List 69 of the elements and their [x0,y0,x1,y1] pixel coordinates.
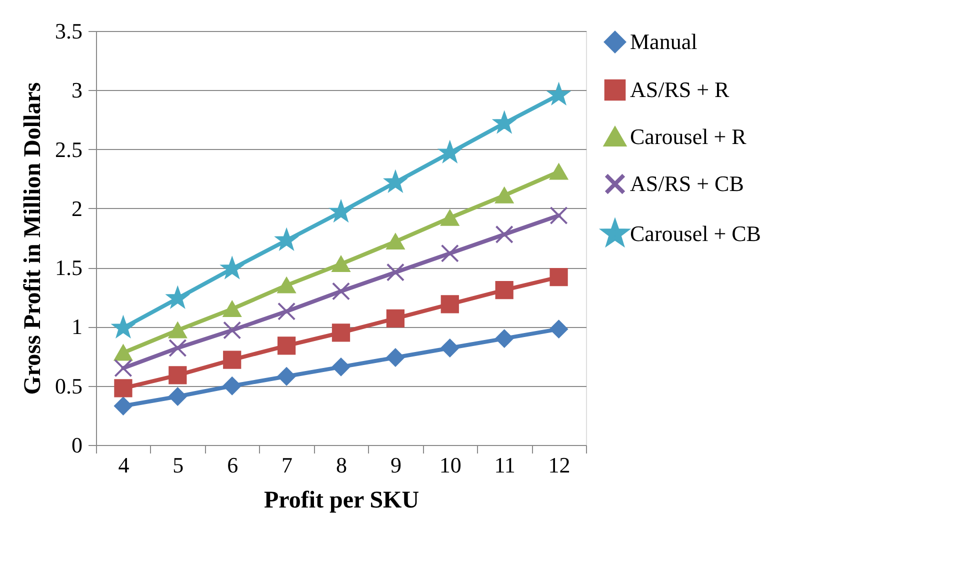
point [550,320,568,338]
point [440,210,459,226]
point [495,280,514,300]
y-tick-label: 0.5 [55,373,82,398]
x-tick-label: 5 [172,452,184,478]
x-tick-label: 10 [439,452,462,478]
x-axis-title: Profit per SKU [264,488,420,514]
x-tick-label: 4 [118,452,130,478]
point [550,268,568,286]
point [548,84,570,104]
y-tick-label: 1.5 [55,255,82,280]
point [440,338,459,358]
x-tick-label: 12 [548,452,570,478]
point [494,112,515,132]
point [277,367,296,386]
y-tick-label: 3 [72,78,82,103]
point [223,350,242,369]
legend-label: AS/RS + CB [630,171,744,196]
point [112,316,134,338]
x-tick-label: 7 [282,452,293,478]
point [332,282,350,300]
point [167,287,188,308]
point [332,324,350,342]
legend-label: Carousel + CB [630,221,761,246]
point [223,376,242,395]
legend-label: Manual [630,29,698,54]
y-tick-label: 2 [72,196,82,221]
point [386,263,405,282]
point [386,234,405,250]
point [439,142,460,162]
point [440,295,459,314]
y-axis-title: Gross Profit in Million Dollars [20,82,46,395]
point [386,348,405,367]
point [168,338,187,358]
point [330,200,352,222]
legend-label: Carousel + R [630,124,747,149]
point [114,359,132,378]
point [440,244,459,262]
y-tick-label: 0 [72,432,82,458]
point [495,187,514,204]
x-tick-label: 9 [390,452,402,478]
point [168,387,187,406]
point [222,258,243,278]
point [332,358,350,376]
point [277,302,296,320]
point [223,321,242,340]
point [277,277,296,294]
point [277,336,296,355]
point [550,206,568,225]
point [332,256,350,272]
point [276,229,298,250]
y-tick-label: 1 [72,314,82,340]
point [495,329,514,348]
point [114,396,132,416]
point [386,309,405,328]
x-tick-label: 11 [494,452,516,478]
point [223,300,242,317]
point [114,344,132,361]
legend-label: AS/RS + R [630,77,730,102]
y-tick-label: 2.5 [55,136,82,162]
point [168,366,187,384]
point [168,322,187,338]
y-tick-label: 3.5 [55,18,82,44]
point [495,225,514,244]
point [114,379,132,398]
x-tick-label: 6 [227,452,238,478]
point [384,171,406,192]
x-tick-label: 8 [336,452,347,478]
point [550,164,568,180]
